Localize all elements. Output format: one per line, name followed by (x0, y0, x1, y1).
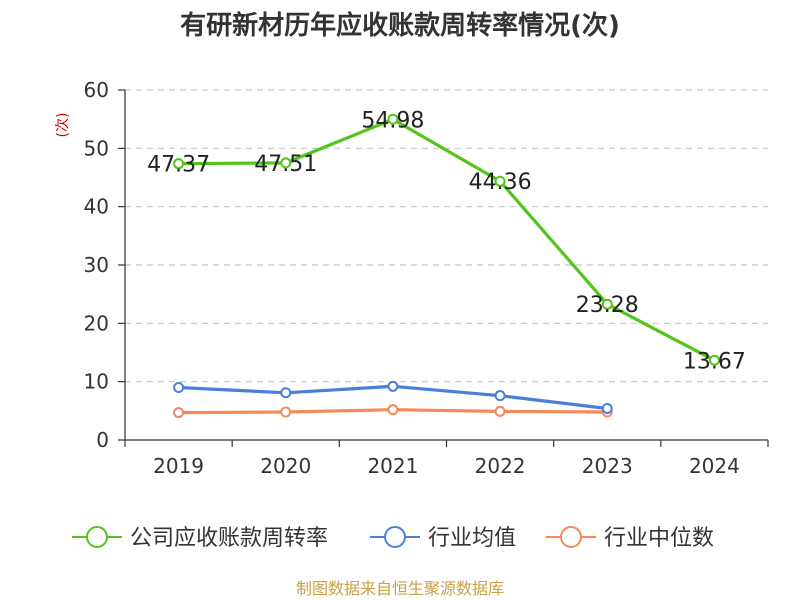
legend-swatch-marker (86, 526, 108, 548)
y-tick-label: 30 (84, 253, 109, 277)
legend-swatch-marker (384, 526, 406, 548)
y-tick-label: 10 (84, 370, 109, 394)
data-point (494, 405, 506, 417)
source-note: 制图数据来自恒生聚源数据库 (296, 579, 504, 598)
x-tick-label: 2020 (260, 454, 311, 478)
grid-lines (125, 89, 768, 383)
data-label: 23.28 (576, 293, 639, 318)
legend: 公司应收账款周转率 行业均值 行业中位数 (72, 526, 714, 551)
y-axis-unit: (次) (55, 113, 71, 138)
x-tick-label: 2019 (153, 454, 204, 478)
data-point (387, 113, 399, 125)
data-point (601, 403, 613, 414)
data-label: 47.37 (147, 153, 210, 178)
data-label: 13.67 (683, 349, 746, 374)
data-point (173, 407, 185, 419)
series-lines (173, 113, 720, 419)
chart-title: 有研新材历年应收账款周转率情况(次) (180, 10, 620, 41)
data-point (280, 157, 292, 169)
legend-label: 行业中位数 (604, 526, 714, 551)
data-point (280, 387, 292, 399)
data-point (387, 404, 399, 416)
data-point (173, 382, 185, 393)
legend-swatch-marker (560, 526, 582, 548)
data-point (387, 380, 399, 392)
data-label: 47.51 (254, 152, 317, 177)
data-label: 44.36 (469, 170, 532, 195)
legend-label: 公司应收账款周转率 (130, 526, 328, 551)
y-tick-label: 60 (84, 78, 109, 102)
y-tick-label: 0 (96, 428, 109, 452)
data-point (280, 406, 292, 418)
series-line-0 (178, 117, 716, 362)
x-tick-label: 2024 (689, 454, 740, 478)
x-tick-label: 2023 (582, 454, 633, 478)
data-point (601, 298, 613, 310)
y-tick-label: 20 (84, 311, 109, 335)
data-point (708, 354, 720, 366)
data-point (494, 175, 506, 187)
data-point (494, 390, 506, 402)
y-tick-label: 50 (84, 136, 109, 160)
axes: 0 10 20 30 40 50 60 2019 2020 2021 2022 2023 2024 (84, 78, 769, 478)
legend-label: 行业均值 (428, 526, 516, 551)
data-label: 54.98 (361, 108, 424, 133)
x-tick-label: 2022 (475, 454, 526, 478)
x-tick-label: 2021 (367, 454, 418, 478)
y-tick-label: 40 (84, 195, 109, 219)
data-point (173, 158, 185, 170)
data-labels: 47.37 47.51 54.98 44.36 23.28 13.67 (147, 108, 746, 374)
